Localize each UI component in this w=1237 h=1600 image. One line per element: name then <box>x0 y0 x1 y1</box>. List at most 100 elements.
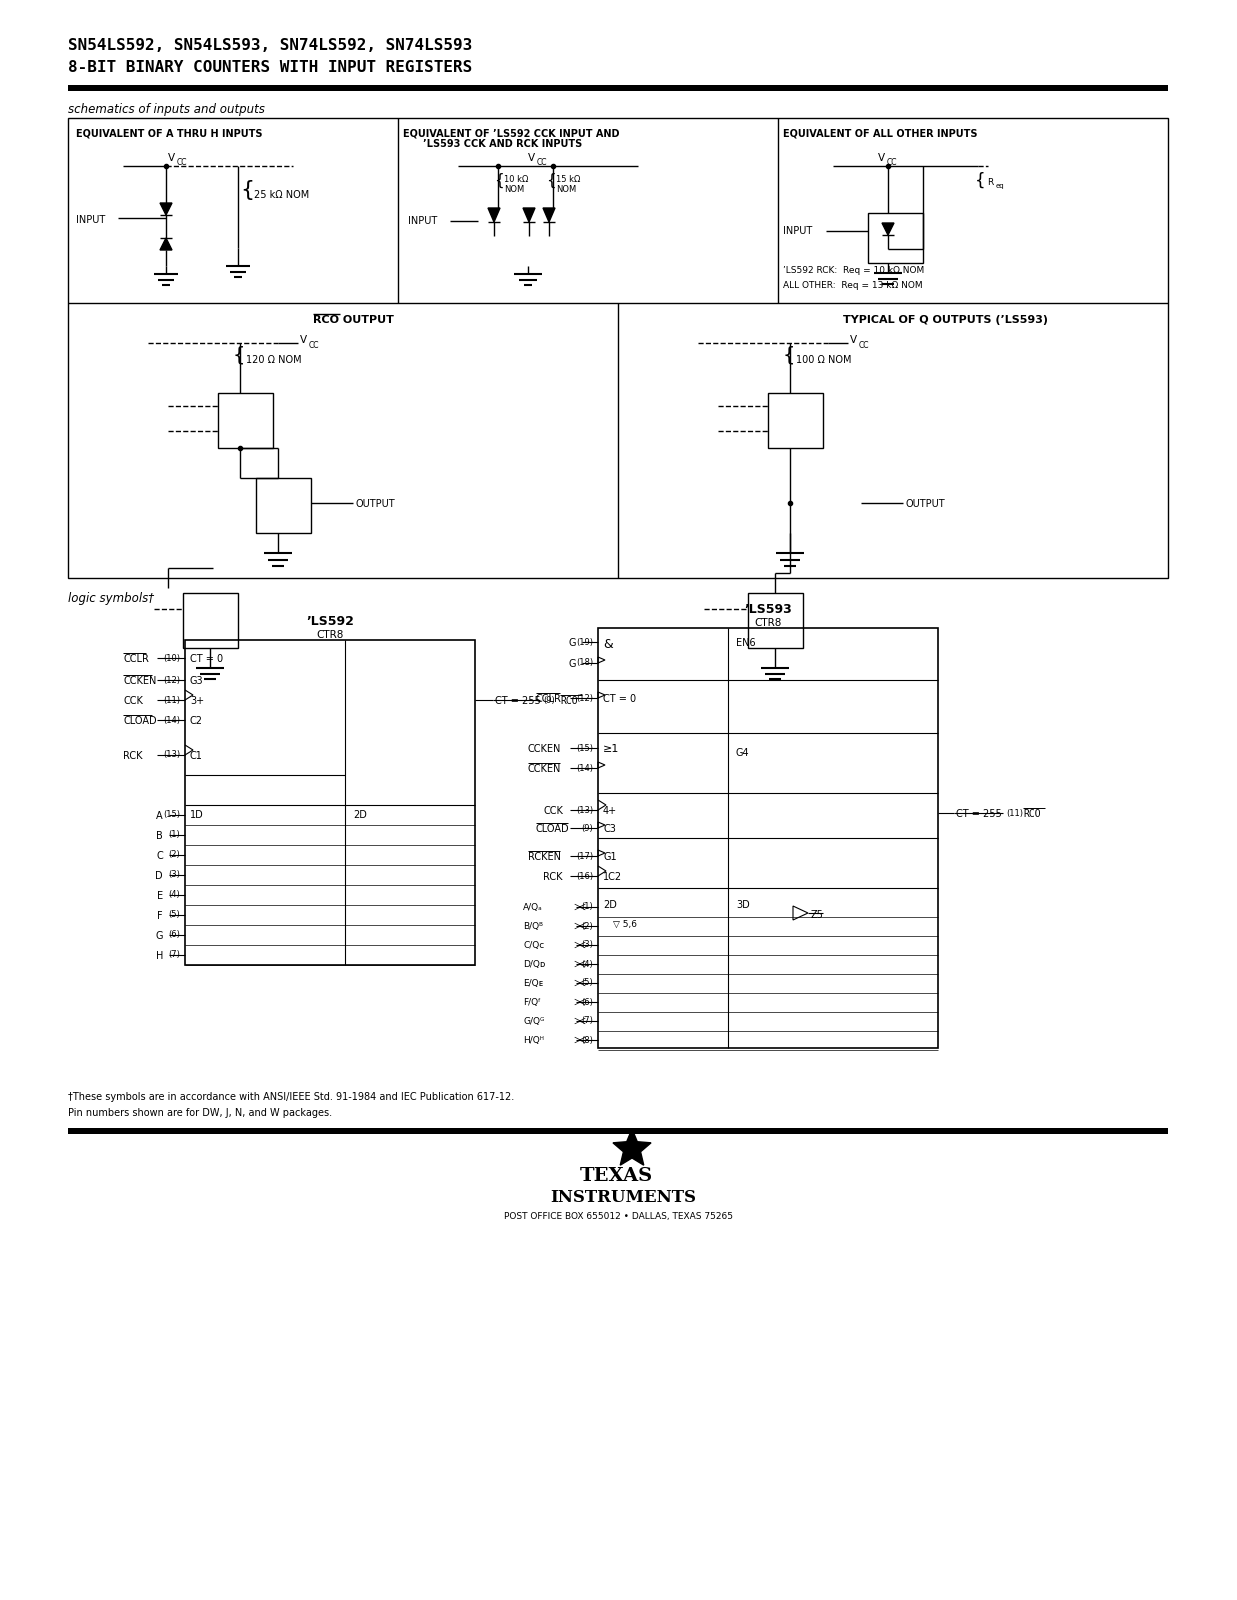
Text: ’LS593 CCK AND RCK INPUTS: ’LS593 CCK AND RCK INPUTS <box>423 139 583 149</box>
Polygon shape <box>160 203 172 214</box>
Polygon shape <box>882 222 894 235</box>
Text: 10 kΩ
NOM: 10 kΩ NOM <box>503 174 528 195</box>
Text: CC: CC <box>537 158 548 166</box>
Text: D/Qᴅ: D/Qᴅ <box>523 960 546 970</box>
Text: CC: CC <box>887 158 898 166</box>
Text: {: { <box>546 173 555 189</box>
Text: CC: CC <box>177 158 188 166</box>
Text: G/Qᴳ: G/Qᴳ <box>523 1018 544 1026</box>
Text: C3: C3 <box>602 824 616 834</box>
Text: E/Qᴇ: E/Qᴇ <box>523 979 543 987</box>
Text: CC: CC <box>309 341 319 350</box>
Text: G4: G4 <box>736 749 750 758</box>
Text: (1): (1) <box>168 830 181 840</box>
Text: ’LS592 RCK:  Req = 10 kΩ NOM: ’LS592 RCK: Req = 10 kΩ NOM <box>783 266 924 275</box>
Text: C1: C1 <box>190 750 203 762</box>
Bar <box>748 594 803 648</box>
Text: (5): (5) <box>168 910 181 920</box>
Text: TYPICAL OF Q OUTPUTS (’LS593): TYPICAL OF Q OUTPUTS (’LS593) <box>842 315 1048 325</box>
Text: 3D: 3D <box>736 899 750 910</box>
Bar <box>256 478 310 533</box>
Text: CTR8: CTR8 <box>755 618 782 627</box>
Text: B: B <box>156 830 163 842</box>
Text: (4): (4) <box>168 891 181 899</box>
Text: G: G <box>569 659 576 669</box>
Text: C2: C2 <box>190 717 203 726</box>
Text: V: V <box>850 334 857 346</box>
Text: G: G <box>156 931 163 941</box>
Text: †These symbols are in accordance with ANSI/IEEE Std. 91-1984 and IEC Publication: †These symbols are in accordance with AN… <box>68 1091 515 1102</box>
Text: G1: G1 <box>602 851 616 862</box>
Text: (9): (9) <box>543 696 554 706</box>
Text: (3): (3) <box>168 870 181 880</box>
Text: {: { <box>783 346 795 365</box>
Bar <box>68 1128 1168 1134</box>
Text: (9): (9) <box>581 824 593 832</box>
Text: OUTPUT: OUTPUT <box>905 499 945 509</box>
Polygon shape <box>489 208 500 222</box>
Text: C: C <box>156 851 163 861</box>
Text: (11): (11) <box>1006 810 1023 818</box>
Text: (18): (18) <box>576 659 593 667</box>
Text: V: V <box>168 154 176 163</box>
Text: (8): (8) <box>581 1035 593 1045</box>
Text: G: G <box>569 638 576 648</box>
Text: CC: CC <box>858 341 870 350</box>
Text: RCKEN: RCKEN <box>528 851 562 862</box>
Text: {: { <box>975 171 986 190</box>
Text: EQUIVALENT OF A THRU H INPUTS: EQUIVALENT OF A THRU H INPUTS <box>75 128 262 138</box>
Text: 1C2: 1C2 <box>602 872 622 882</box>
Text: (12): (12) <box>576 693 593 702</box>
Text: EQUIVALENT OF ALL OTHER INPUTS: EQUIVALENT OF ALL OTHER INPUTS <box>783 128 977 138</box>
Text: OUTPUT: OUTPUT <box>355 499 395 509</box>
Text: (6): (6) <box>581 997 593 1006</box>
Text: CCLR: CCLR <box>536 694 562 704</box>
Text: EQUIVALENT OF ’LS592 CCK INPUT AND: EQUIVALENT OF ’LS592 CCK INPUT AND <box>403 128 620 138</box>
Text: F/Qᶠ: F/Qᶠ <box>523 998 541 1006</box>
Text: CT = 0: CT = 0 <box>190 654 223 664</box>
Text: (5): (5) <box>581 979 593 987</box>
Text: G3: G3 <box>190 675 204 686</box>
Text: H: H <box>156 950 163 962</box>
Text: CLOAD: CLOAD <box>122 717 157 726</box>
Text: POST OFFICE BOX 655012 • DALLAS, TEXAS 75265: POST OFFICE BOX 655012 • DALLAS, TEXAS 7… <box>503 1213 732 1221</box>
Text: 4+: 4+ <box>602 806 617 816</box>
Text: V: V <box>878 154 886 163</box>
Text: Pin numbers shown are for DW, J, N, and W packages.: Pin numbers shown are for DW, J, N, and … <box>68 1107 332 1118</box>
Text: 100 Ω NOM: 100 Ω NOM <box>795 355 851 365</box>
Text: (2): (2) <box>168 851 181 859</box>
Text: (1): (1) <box>581 902 593 912</box>
Text: 120 Ω NOM: 120 Ω NOM <box>246 355 302 365</box>
Text: CCK: CCK <box>543 806 563 816</box>
Text: eq: eq <box>996 182 1004 189</box>
Text: F: F <box>157 910 163 922</box>
Text: CCKEN: CCKEN <box>122 675 156 686</box>
Text: ’LS592: ’LS592 <box>306 614 354 627</box>
Text: 8-BIT BINARY COUNTERS WITH INPUT REGISTERS: 8-BIT BINARY COUNTERS WITH INPUT REGISTE… <box>68 59 473 75</box>
Text: RCK: RCK <box>122 750 142 762</box>
Text: CTR8: CTR8 <box>317 630 344 640</box>
Text: E: E <box>157 891 163 901</box>
Text: {: { <box>240 179 254 200</box>
Text: {: { <box>494 173 503 189</box>
Text: logic symbols†: logic symbols† <box>68 592 155 605</box>
Bar <box>68 118 1168 578</box>
Text: ≥1: ≥1 <box>602 744 620 754</box>
Text: INSTRUMENTS: INSTRUMENTS <box>550 1189 696 1206</box>
Text: SN54LS592, SN54LS593, SN74LS592, SN74LS593: SN54LS592, SN54LS593, SN74LS592, SN74LS5… <box>68 38 473 53</box>
Text: 1D: 1D <box>190 810 204 819</box>
Text: CCKEN: CCKEN <box>528 744 562 754</box>
Polygon shape <box>523 208 534 222</box>
Text: H/Qᴴ: H/Qᴴ <box>523 1037 544 1045</box>
Text: A: A <box>156 811 163 821</box>
Bar <box>218 394 273 448</box>
Text: (3): (3) <box>581 941 593 949</box>
Text: CT = 255: CT = 255 <box>495 696 541 706</box>
Text: (7): (7) <box>168 950 181 960</box>
Text: Z5: Z5 <box>811 910 824 920</box>
Text: schematics of inputs and outputs: schematics of inputs and outputs <box>68 102 265 117</box>
Text: (16): (16) <box>576 872 593 880</box>
Text: (15): (15) <box>163 811 181 819</box>
Text: CCKEN: CCKEN <box>528 765 562 774</box>
Text: (11): (11) <box>163 696 181 704</box>
